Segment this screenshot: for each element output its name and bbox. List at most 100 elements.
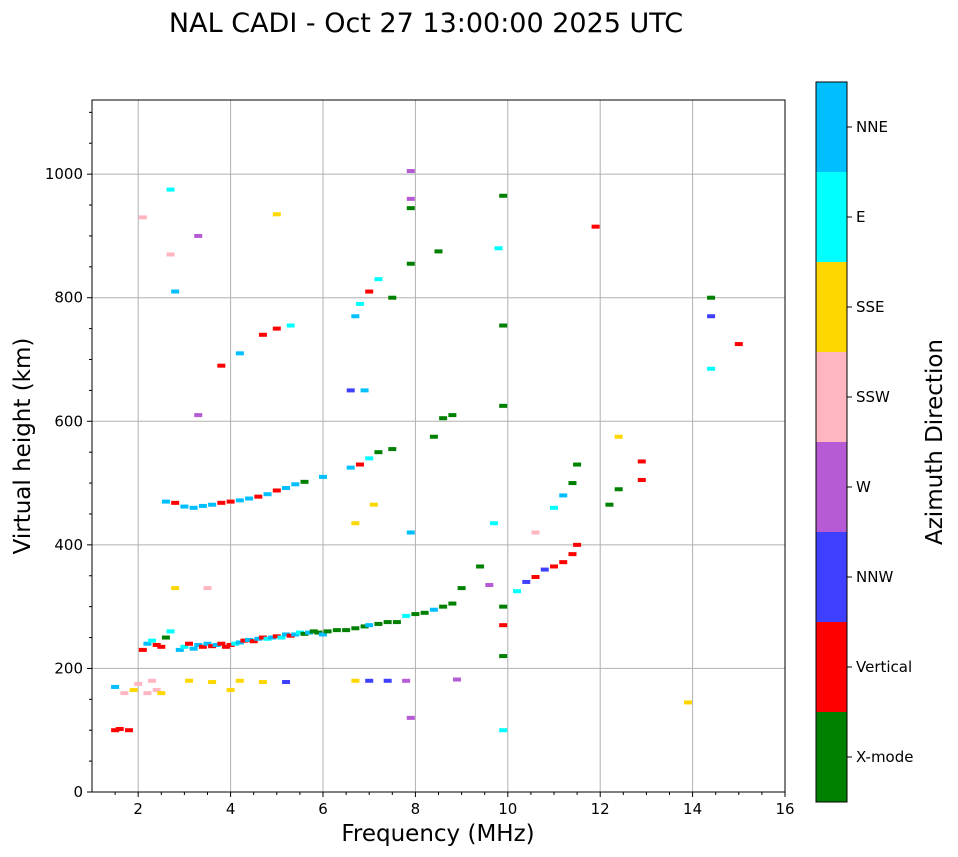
- data-point: [198, 503, 207, 508]
- data-point: [235, 351, 244, 356]
- data-point: [406, 715, 415, 720]
- data-point: [707, 366, 716, 371]
- y-tick-label: 200: [54, 659, 83, 677]
- data-point: [406, 169, 415, 174]
- data-point: [263, 636, 272, 641]
- data-point: [226, 688, 235, 693]
- data-point: [180, 644, 189, 649]
- y-tick-label: 0: [73, 783, 83, 801]
- data-point: [263, 492, 272, 497]
- chart-title: NAL CADI - Oct 27 13:00:00 2025 UTC: [169, 8, 683, 39]
- data-point: [434, 249, 443, 254]
- data-point: [166, 252, 175, 257]
- data-point: [499, 193, 508, 198]
- data-point: [429, 434, 438, 439]
- data-point: [198, 644, 207, 649]
- colorbar-segment: [816, 532, 847, 622]
- data-point: [499, 654, 508, 659]
- data-point: [185, 678, 194, 683]
- data-point: [374, 277, 383, 282]
- colorbar-tick-label: X-mode: [856, 748, 913, 766]
- data-point: [540, 567, 549, 572]
- data-point: [499, 604, 508, 609]
- data-point: [120, 691, 129, 696]
- x-tick-label: 6: [318, 800, 328, 818]
- data-point: [208, 502, 217, 507]
- data-point: [171, 289, 180, 294]
- data-point: [522, 579, 531, 584]
- data-point: [282, 680, 291, 685]
- data-point: [258, 680, 267, 685]
- data-point: [314, 630, 323, 635]
- data-point: [175, 647, 184, 652]
- data-point: [309, 629, 318, 634]
- data-point: [374, 450, 383, 455]
- data-point: [272, 326, 281, 331]
- data-point: [568, 552, 577, 557]
- data-point: [152, 642, 161, 647]
- colorbar-tick-label: SSE: [856, 298, 885, 316]
- data-point: [171, 586, 180, 591]
- data-point: [383, 678, 392, 683]
- data-point: [707, 314, 716, 319]
- data-point: [235, 678, 244, 683]
- colorbar-segment: [816, 442, 847, 532]
- data-point: [189, 646, 198, 651]
- data-point: [208, 644, 217, 649]
- grid-lines: [92, 100, 785, 792]
- data-point: [494, 246, 503, 251]
- data-point: [305, 630, 314, 635]
- x-axis-label: Frequency (MHz): [341, 821, 534, 847]
- data-point: [365, 678, 374, 683]
- data-point: [134, 681, 143, 686]
- y-tick-label: 400: [54, 536, 83, 554]
- y-tick-label: 1000: [45, 165, 83, 183]
- data-point: [457, 586, 466, 591]
- data-point: [351, 314, 360, 319]
- data-point: [406, 261, 415, 266]
- data-point: [254, 494, 263, 499]
- data-point: [221, 644, 230, 649]
- data-point: [550, 564, 558, 569]
- data-point: [499, 403, 508, 408]
- data-point: [249, 639, 258, 644]
- data-point: [194, 413, 203, 418]
- data-point: [420, 610, 429, 615]
- data-point: [291, 482, 300, 487]
- data-point: [429, 607, 438, 612]
- data-point: [212, 642, 221, 647]
- data-point: [111, 728, 120, 733]
- data-point: [448, 601, 457, 606]
- data-point: [240, 638, 249, 643]
- data-point: [439, 604, 448, 609]
- colorbar-tick-label: NNW: [856, 568, 893, 586]
- data-point: [111, 684, 120, 689]
- data-point: [300, 631, 309, 636]
- data-point: [448, 413, 457, 418]
- data-point: [485, 583, 494, 588]
- data-point: [245, 638, 254, 643]
- data-point: [286, 323, 295, 328]
- data-point: [300, 479, 309, 484]
- data-point: [513, 589, 522, 594]
- y-axis-label: Virtual height (km): [10, 338, 36, 555]
- colorbar-segment: [816, 622, 847, 712]
- data-point: [295, 630, 304, 635]
- colorbar-tick-label: NNE: [856, 118, 888, 136]
- data-point: [369, 502, 378, 507]
- data-point: [559, 493, 568, 498]
- data-point: [411, 612, 420, 617]
- data-point: [614, 487, 623, 492]
- colorbar-tick-label: Vertical: [856, 658, 912, 676]
- data-point: [489, 521, 498, 526]
- data-point: [272, 212, 281, 217]
- colorbar-tick-label: W: [856, 478, 871, 496]
- data-point: [152, 688, 161, 693]
- data-point: [277, 635, 286, 640]
- data-point: [388, 295, 397, 300]
- colorbar-segment: [816, 82, 847, 172]
- data-point: [166, 187, 175, 192]
- x-tick-label: 2: [133, 800, 143, 818]
- colorbar-tick-label: E: [856, 208, 865, 226]
